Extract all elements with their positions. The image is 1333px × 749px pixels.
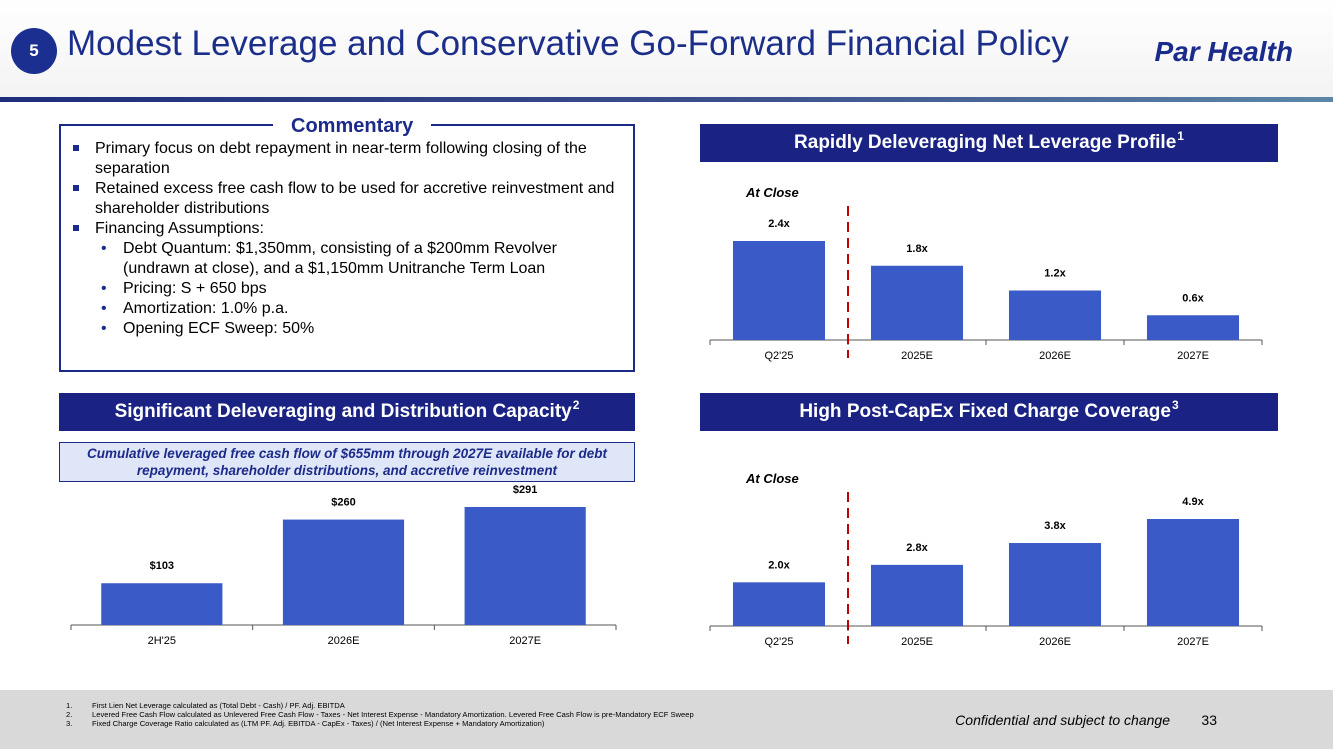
levered-free-cash-flow-chart: $103 2H'25 $260 2026E $291 2027E: [70, 484, 617, 647]
footnote: 2. Levered Free Cash Flow calculated as U…: [66, 710, 694, 719]
x-tick-label: 2027E: [509, 635, 541, 647]
at-close-label: At Close: [745, 471, 799, 486]
commentary-bullet: Primary focus on debt repayment in near-…: [71, 139, 627, 179]
bar: [732, 241, 826, 340]
section-number: 5: [29, 41, 39, 60]
commentary-box: Commentary Primary focus on debt repayme…: [59, 115, 635, 372]
coverage-section-title: High Post-CapEx Fixed Charge Coverage: [799, 401, 1171, 422]
data-label: $103: [150, 560, 174, 572]
x-tick-label: 2026E: [1039, 636, 1071, 648]
commentary-title: Commentary: [273, 115, 432, 138]
fixed-charge-coverage-chart: 2.0x Q2'25 2.8x 2025E 3.8x 2026E 4.9x 2027E At C…: [709, 471, 1263, 648]
commentary-bullet: Retained excess free cash flow to be use…: [71, 179, 627, 219]
square-bullet-icon: [73, 185, 79, 191]
bar: [101, 583, 223, 625]
footer-bar: 1. First Lien Net Leverage calculated as …: [0, 690, 1333, 749]
x-tick-label: Q2'25: [764, 636, 793, 648]
data-label: 1.2x: [1044, 268, 1066, 280]
footnote-ref-1: 1: [1177, 129, 1184, 143]
footnote: 3. Fixed Charge Coverage Ratio calculated…: [66, 719, 545, 728]
square-bullet-icon: [73, 225, 79, 231]
bullet-text: Primary focus on debt repayment in near-…: [95, 140, 587, 177]
commentary-sub-bullet: • Pricing: S + 650 bps: [71, 279, 627, 299]
section-number-badge: 5: [11, 28, 57, 74]
data-label: 4.9x: [1182, 496, 1204, 508]
bar: [732, 582, 826, 626]
bar: [464, 507, 586, 625]
header-bar: [0, 0, 1333, 98]
data-label: $260: [331, 497, 355, 509]
sub-bullet-text: Amortization: 1.0% p.a.: [123, 300, 289, 317]
coverage-section-header: High Post-CapEx Fixed Charge Coverage 3: [700, 393, 1278, 431]
commentary-sub-bullet: • Amortization: 1.0% p.a.: [71, 299, 627, 319]
confidential-notice: Confidential and subject to change: [955, 712, 1170, 728]
data-label: 2.0x: [768, 559, 790, 571]
data-label: 0.6x: [1182, 292, 1204, 304]
dot-bullet-icon: •: [101, 240, 107, 257]
leverage-section-header: Rapidly Deleveraging Net Leverage Profil…: [700, 124, 1278, 162]
bullet-text: Financing Assumptions:: [95, 220, 264, 237]
at-close-label: At Close: [745, 185, 799, 200]
dot-bullet-icon: •: [101, 280, 107, 297]
data-label: $291: [513, 484, 537, 496]
x-tick-label: 2027E: [1177, 350, 1209, 362]
x-tick-label: 2025E: [901, 636, 933, 648]
brand-logo-text: Par Health: [1154, 36, 1294, 67]
bar: [1146, 315, 1240, 340]
square-bullet-icon: [73, 145, 79, 151]
page-number: 33: [1201, 712, 1217, 728]
data-label: 2.8x: [906, 542, 928, 554]
bar: [1146, 519, 1240, 626]
x-tick-label: 2025E: [901, 350, 933, 362]
dot-bullet-icon: •: [101, 300, 107, 317]
bar: [1008, 543, 1102, 626]
header-divider: [0, 97, 1333, 102]
leverage-section-title: Rapidly Deleveraging Net Leverage Profil…: [794, 132, 1177, 153]
footnote: 1. First Lien Net Leverage calculated as …: [66, 701, 345, 710]
bullet-text: Retained excess free cash flow to be use…: [95, 180, 615, 217]
commentary-sub-bullet: • Opening ECF Sweep: 50%: [71, 319, 627, 339]
cash-flow-section-header: Significant Deleveraging and Distributio…: [59, 393, 635, 431]
sub-bullet-text: Opening ECF Sweep: 50%: [123, 320, 315, 337]
net-leverage-chart: 2.4x Q2'25 1.8x 2025E 1.2x 2026E 0.6x 2027E At C…: [709, 185, 1263, 362]
commentary-sub-bullet: • Debt Quantum: $1,350mm, consisting of …: [71, 239, 627, 279]
commentary-bullet: Financing Assumptions:: [71, 219, 627, 239]
sub-bullet-text: Pricing: S + 650 bps: [123, 280, 267, 297]
cash-flow-callout: Cumulative leveraged free cash flow of $…: [59, 442, 635, 482]
cash-flow-section-title: Significant Deleveraging and Distributio…: [114, 401, 572, 422]
bar: [282, 519, 405, 625]
bar: [870, 265, 964, 340]
x-tick-label: 2027E: [1177, 636, 1209, 648]
footnotes: 1. First Lien Net Leverage calculated as …: [66, 701, 694, 728]
data-label: 2.4x: [768, 218, 790, 230]
bar: [870, 564, 964, 626]
x-tick-label: 2H'25: [148, 635, 176, 647]
dot-bullet-icon: •: [101, 320, 107, 337]
x-tick-label: 2026E: [328, 635, 360, 647]
commentary-list: Primary focus on debt repayment in near-…: [71, 139, 627, 339]
page-title: Modest Leverage and Conservative Go-Forw…: [67, 24, 1069, 63]
footnote-ref-3: 3: [1171, 398, 1179, 412]
data-label: 3.8x: [1044, 520, 1066, 532]
footnote-ref-2: 2: [572, 398, 580, 412]
x-tick-label: 2026E: [1039, 350, 1071, 362]
data-label: 1.8x: [906, 243, 928, 255]
x-tick-label: Q2'25: [764, 350, 793, 362]
sub-bullet-text: Debt Quantum: $1,350mm, consisting of a …: [123, 240, 557, 277]
bar: [1008, 290, 1102, 340]
